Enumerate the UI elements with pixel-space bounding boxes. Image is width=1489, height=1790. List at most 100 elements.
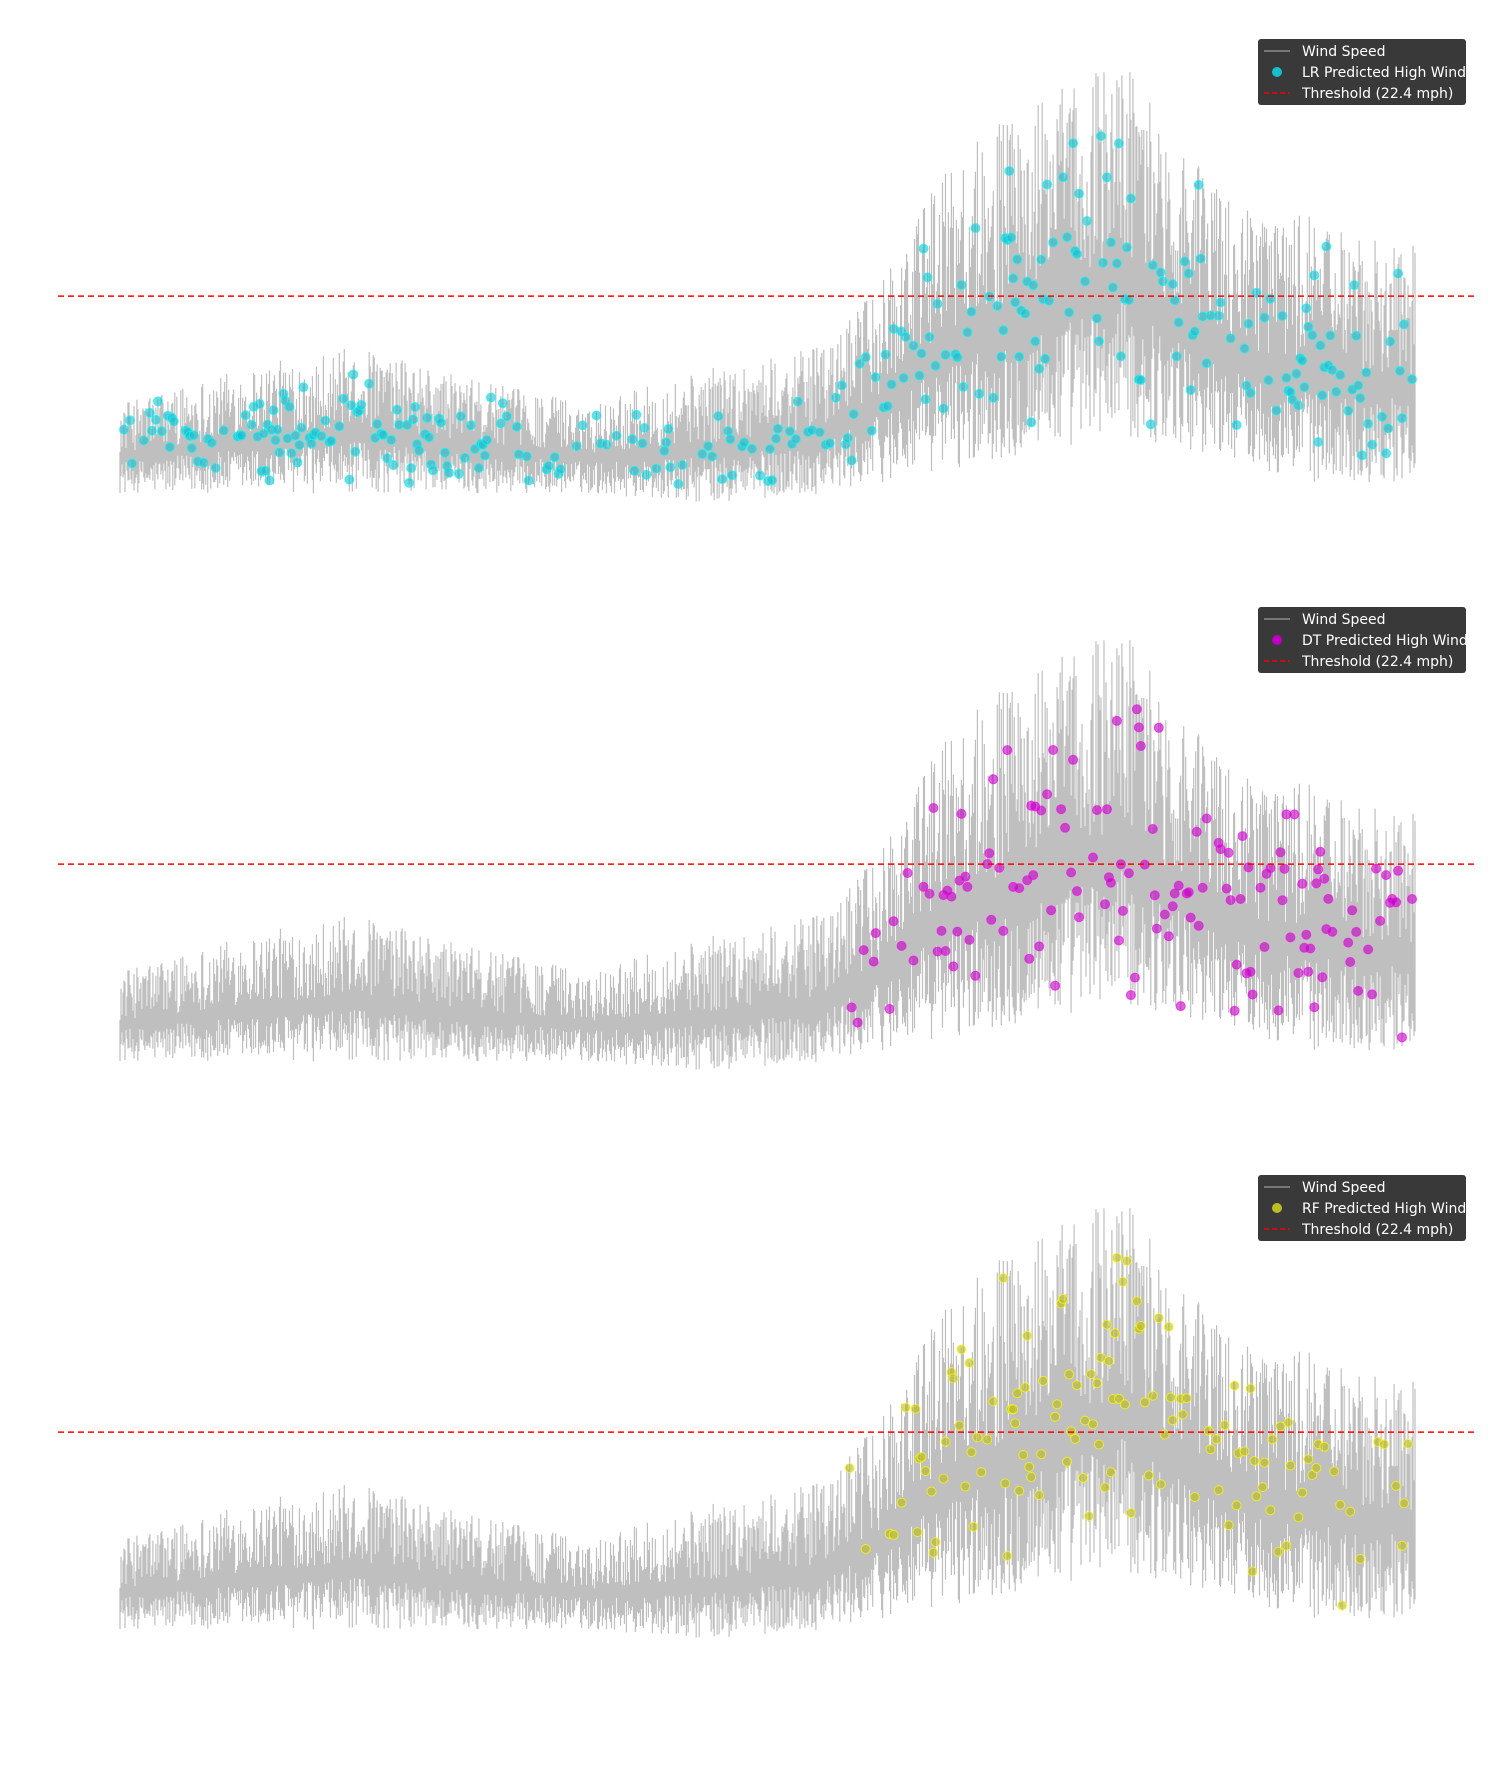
prediction-point [1391, 897, 1402, 908]
prediction-point [1229, 1005, 1240, 1016]
prediction-point [852, 1017, 863, 1028]
prediction-point [1143, 1470, 1154, 1481]
prediction-point [1247, 989, 1258, 1000]
prediction-point [1157, 276, 1168, 287]
prediction-point [1078, 1472, 1088, 1483]
prediction-point [1249, 1455, 1260, 1466]
prediction-point [296, 422, 307, 433]
prediction-point [577, 420, 588, 431]
prediction-point [896, 1497, 907, 1508]
prediction-point [1103, 1356, 1114, 1366]
prediction-point [1088, 852, 1098, 863]
prediction-point [1018, 1450, 1029, 1460]
prediction-point [846, 455, 857, 466]
prediction-point [1181, 1393, 1192, 1404]
prediction-point [1201, 813, 1212, 824]
prediction-point [1255, 882, 1266, 893]
prediction-point [1036, 254, 1047, 265]
prediction-point [495, 418, 506, 429]
prediction-point [1012, 254, 1023, 265]
prediction-point [1153, 1313, 1164, 1323]
prediction-point [1205, 1444, 1216, 1455]
prediction-point [138, 435, 149, 446]
prediction-point [1167, 279, 1178, 290]
legend: Wind Speed RF Predicted High Wind Threshol… [1258, 1175, 1466, 1241]
prediction-point [1345, 957, 1356, 967]
prediction-point [440, 447, 450, 458]
prediction-point [784, 426, 795, 437]
prediction-point [344, 474, 355, 485]
prediction-point [260, 465, 271, 476]
prediction-point [1355, 1553, 1366, 1564]
prediction-point [1092, 805, 1102, 816]
prediction-point [1131, 1296, 1142, 1307]
prediction-point [1247, 1566, 1258, 1577]
prediction-point [790, 434, 801, 444]
prediction-point [1193, 179, 1204, 190]
prediction-point [1008, 273, 1019, 284]
prediction-point [386, 434, 397, 445]
prediction-point [1062, 232, 1073, 243]
prediction-point [998, 925, 1009, 936]
prediction-point [601, 439, 612, 450]
prediction-point [1169, 888, 1180, 899]
prediction-point [1223, 847, 1234, 858]
prediction-point [497, 398, 508, 409]
prediction-point [1125, 193, 1136, 204]
legend: Wind Speed DT Predicted High Wind Threshol… [1258, 607, 1468, 673]
prediction-point [1098, 257, 1108, 268]
prediction-point [1149, 890, 1160, 901]
prediction-point [1014, 883, 1025, 894]
prediction-point [591, 410, 602, 421]
prediction-point [1239, 1446, 1250, 1457]
prediction-point [1291, 368, 1302, 379]
prediction-point [1351, 926, 1362, 937]
prediction-point [1303, 321, 1314, 332]
prediction-point [1022, 1330, 1033, 1341]
prediction-point [1353, 985, 1364, 996]
prediction-point [1042, 789, 1053, 800]
prediction-point [1171, 351, 1182, 362]
prediction-point [1197, 882, 1208, 893]
prediction-point [629, 465, 640, 476]
prediction-point [1229, 1380, 1240, 1391]
legend-label: Wind Speed [1302, 44, 1386, 60]
prediction-point [830, 392, 841, 403]
prediction-point [1275, 847, 1286, 858]
prediction-point [1024, 953, 1035, 964]
wind-speed-line [119, 72, 1416, 502]
prediction-point [198, 457, 209, 468]
prediction-point [1185, 385, 1196, 395]
prediction-point [1407, 374, 1417, 385]
prediction-point [1307, 330, 1318, 341]
prediction-point [1399, 1498, 1409, 1509]
prediction-point [146, 425, 157, 436]
prediction-point [164, 442, 175, 453]
prediction-point [1119, 1399, 1130, 1410]
prediction-point [1080, 276, 1090, 287]
prediction-point [1313, 437, 1324, 447]
prediction-point [988, 1396, 999, 1407]
prediction-point [1082, 216, 1092, 226]
prediction-point [1111, 715, 1122, 726]
prediction-point [1223, 1520, 1234, 1531]
prediction-point [286, 448, 297, 459]
prediction-point [1239, 343, 1250, 354]
prediction-point [428, 465, 438, 476]
prediction-point [1086, 1369, 1096, 1380]
prediction-point [1277, 895, 1288, 906]
prediction-point [1040, 353, 1051, 364]
prediction-point [1211, 1434, 1222, 1445]
prediction-point [970, 223, 981, 234]
prediction-point [1337, 1600, 1348, 1611]
prediction-point [1094, 1439, 1104, 1450]
prediction-point [1066, 1426, 1077, 1437]
prediction-point [1355, 393, 1366, 404]
prediction-point [1147, 260, 1158, 271]
prediction-point [1361, 367, 1372, 378]
prediction-point [1189, 326, 1200, 337]
prediction-point [292, 457, 303, 468]
prediction-point [958, 381, 969, 392]
prediction-point [1072, 886, 1082, 897]
prediction-point [1221, 883, 1232, 894]
